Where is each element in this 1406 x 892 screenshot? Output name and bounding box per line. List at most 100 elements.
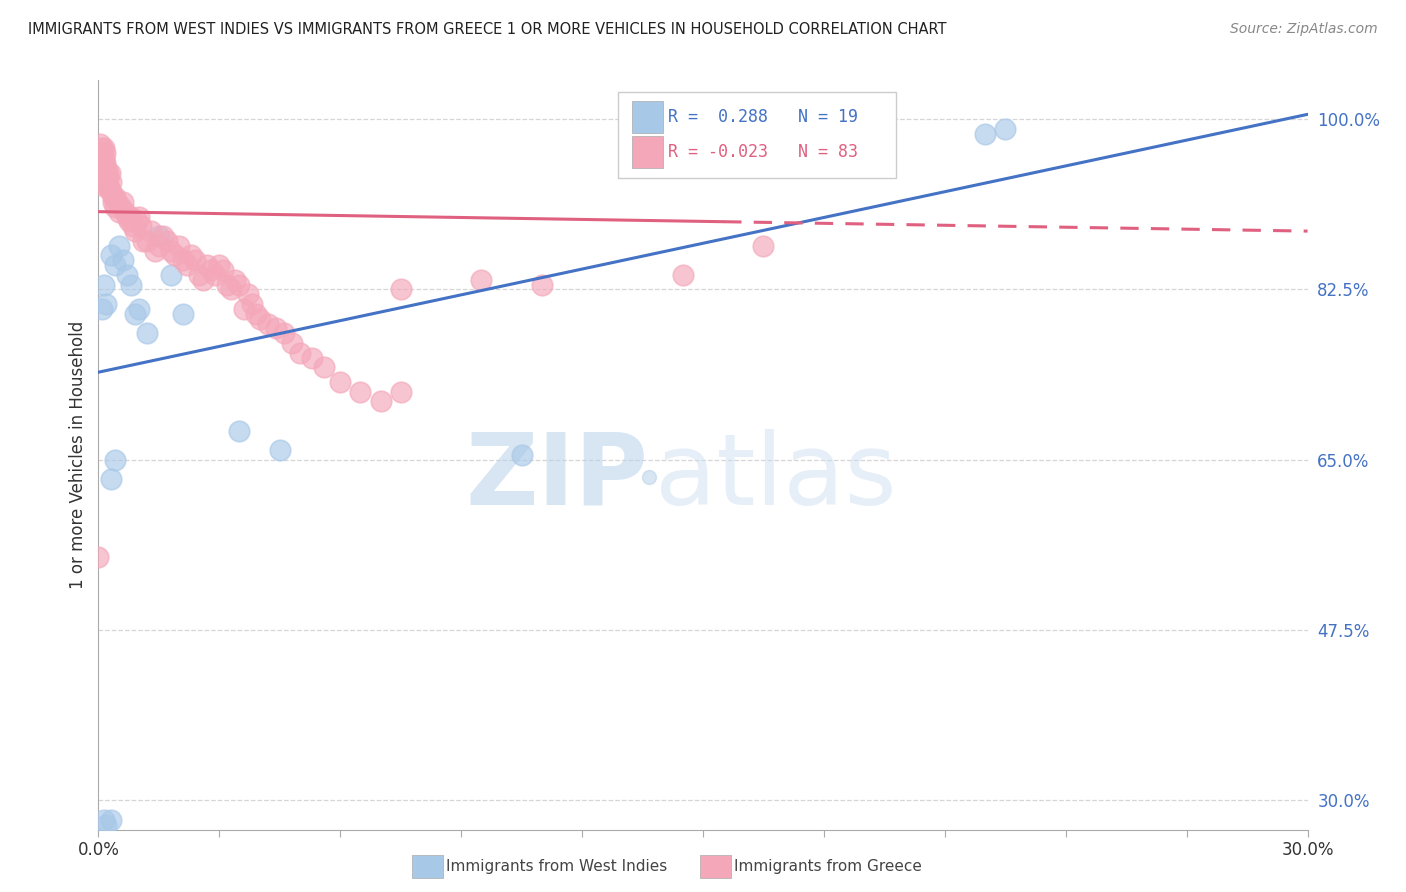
Point [94,180,117,194]
Point [93,166,115,180]
Point [349,384,371,399]
Point [232,301,254,316]
Point [91,301,114,316]
Point [97,180,120,194]
Point [135,326,157,341]
Point [329,375,352,389]
Point [89,136,111,151]
Point [115,210,138,224]
Point [143,244,166,258]
Point [101,190,124,204]
Point [752,238,775,252]
Point [172,253,194,268]
Text: Source: ZipAtlas.com: Source: ZipAtlas.com [1230,22,1378,37]
Point [110,200,132,214]
Point [221,283,243,297]
Point [200,263,222,277]
Point [188,268,211,282]
Point [96,176,118,190]
Point [228,424,250,438]
Point [124,224,146,238]
Point [118,214,141,228]
Point [167,238,190,252]
Point [256,317,278,331]
Point [93,277,115,292]
Point [100,176,122,190]
Point [94,146,117,161]
Point [128,210,150,224]
Point [208,258,231,272]
Point [90,156,112,170]
Point [212,263,235,277]
Point [91,161,114,175]
Point [96,818,118,832]
Point [249,311,271,326]
Text: ZIP: ZIP [465,429,648,526]
Point [100,472,122,486]
Point [184,253,207,268]
Point [107,238,129,252]
Point [281,336,304,351]
Point [236,287,259,301]
Point [160,268,183,282]
Point [994,122,1017,136]
Point [93,813,115,827]
Point [98,166,121,180]
Point [91,146,114,161]
Point [204,268,226,282]
Text: atlas: atlas [655,429,896,526]
Point [139,224,162,238]
Point [107,204,129,219]
Point [96,161,118,175]
Point [314,360,336,375]
Point [135,234,157,248]
Point [269,443,291,458]
Point [121,219,143,234]
Point [97,170,120,185]
Point [389,283,412,297]
Point [245,307,267,321]
Point [103,200,125,214]
Point [103,194,125,209]
Point [129,219,152,234]
Point [105,194,128,209]
Point [510,448,533,462]
Point [100,185,122,199]
Point [103,258,125,272]
Point [193,273,215,287]
Point [93,151,115,165]
Point [94,156,117,170]
Point [156,234,179,248]
Point [176,258,198,272]
Y-axis label: 1 or more Vehicles in Household: 1 or more Vehicles in Household [69,321,87,589]
Point [98,180,121,194]
Point [124,307,146,321]
Point [100,248,122,262]
Point [100,813,122,827]
FancyBboxPatch shape [631,136,664,168]
Point [195,258,218,272]
Point [104,190,127,204]
Point [111,194,134,209]
Point [163,248,186,262]
Point [97,166,120,180]
Point [974,127,997,141]
Text: Immigrants from Greece: Immigrants from Greece [734,859,922,873]
Point [224,273,246,287]
Text: R = -0.023   N = 83: R = -0.023 N = 83 [668,144,858,161]
Point [128,301,150,316]
Point [180,248,202,262]
Point [470,273,492,287]
Point [111,253,134,268]
Point [240,297,263,311]
Point [91,141,114,155]
Point [90,151,112,165]
Text: R =  0.288   N = 19: R = 0.288 N = 19 [668,108,858,126]
Point [160,244,183,258]
Point [228,277,250,292]
Point [120,277,142,292]
Text: IMMIGRANTS FROM WEST INDIES VS IMMIGRANTS FROM GREECE 1 OR MORE VEHICLES IN HOUS: IMMIGRANTS FROM WEST INDIES VS IMMIGRANT… [28,22,946,37]
Text: Immigrants from West Indies: Immigrants from West Indies [446,859,666,873]
Point [288,345,311,359]
Point [389,384,412,399]
